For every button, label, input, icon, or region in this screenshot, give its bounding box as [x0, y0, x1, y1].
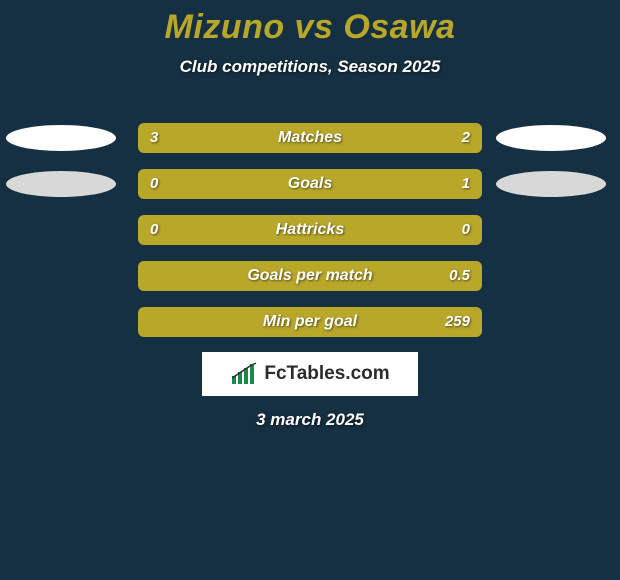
stat-bar: [138, 307, 482, 337]
player-left-ellipse: [6, 171, 116, 197]
stat-bar-left-fill: [138, 261, 179, 291]
fctables-badge: FcTables.com: [202, 352, 418, 396]
stat-bar-right-fill: [179, 261, 482, 291]
stat-row: Hattricks00: [0, 214, 620, 260]
stat-bar: [138, 261, 482, 291]
stat-bar-left-fill: [138, 169, 200, 199]
player-right-name: Osawa: [343, 8, 455, 46]
stat-row: Goals per match0.5: [0, 260, 620, 306]
stat-row: Matches32: [0, 122, 620, 168]
date-label: 3 march 2025: [0, 410, 620, 430]
stat-bar: [138, 215, 482, 245]
player-right-ellipse: [496, 171, 606, 197]
stat-bar-left-fill: [138, 215, 482, 245]
stat-row: Min per goal259: [0, 306, 620, 352]
comparison-infographic: Mizuno vs Osawa Club competitions, Seaso…: [0, 0, 620, 580]
page-title: Mizuno vs Osawa: [0, 0, 620, 47]
stat-bar-left-fill: [138, 307, 179, 337]
fctables-label: FcTables.com: [264, 363, 389, 385]
player-right-ellipse: [496, 125, 606, 151]
stat-bar-left-fill: [138, 123, 344, 153]
subtitle: Club competitions, Season 2025: [0, 57, 620, 77]
stat-bar: [138, 123, 482, 153]
stat-bar-right-fill: [179, 307, 482, 337]
vs-separator: vs: [285, 8, 344, 46]
player-left-ellipse: [6, 125, 116, 151]
stat-bar-right-fill: [200, 169, 482, 199]
stat-bar-right-fill: [344, 123, 482, 153]
bar-chart-icon: [230, 362, 258, 386]
stat-rows: Matches32Goals01Hattricks00Goals per mat…: [0, 122, 620, 352]
player-left-name: Mizuno: [165, 8, 285, 46]
stat-bar: [138, 169, 482, 199]
stat-row: Goals01: [0, 168, 620, 214]
